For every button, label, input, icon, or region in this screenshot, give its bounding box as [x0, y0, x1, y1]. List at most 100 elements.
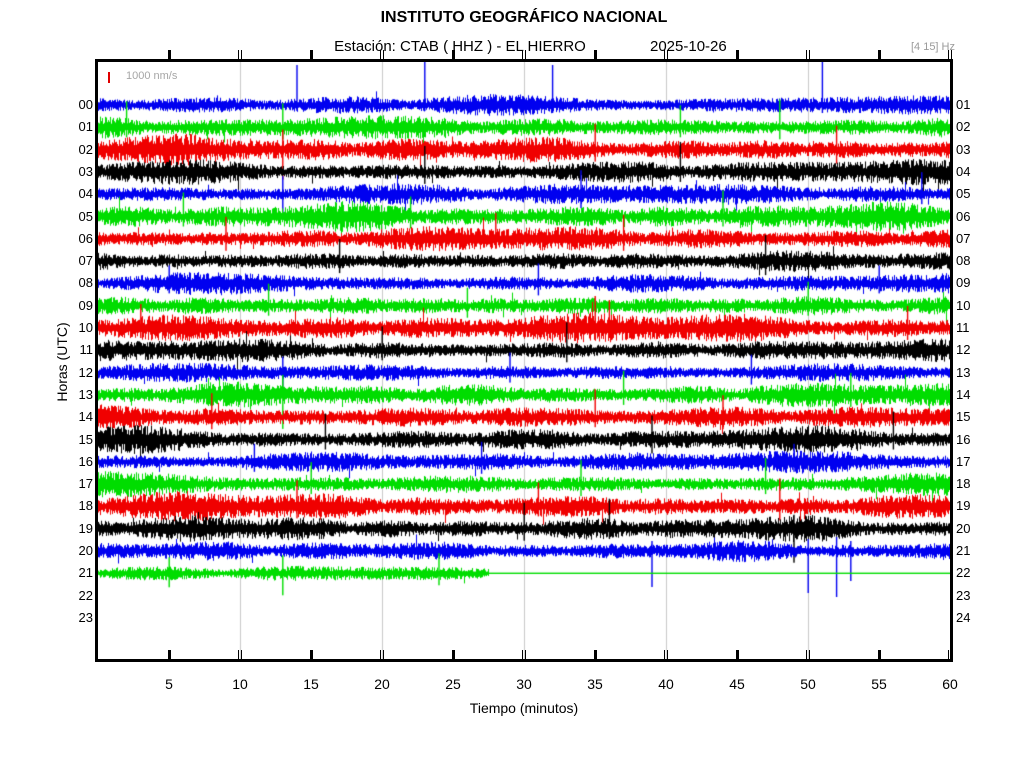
hour-label-right-14: 14 [956, 386, 971, 402]
axis-tick [951, 50, 952, 59]
x-axis-title: Tiempo (minutos) [469, 700, 579, 716]
amplitude-scale-label: 1000 nm/s [126, 70, 178, 82]
axis-tick [806, 650, 807, 659]
axis-tick [525, 50, 526, 59]
axis-tick [809, 50, 810, 59]
hour-label-left-20: 20 [78, 543, 93, 558]
axis-tick [948, 650, 949, 659]
hour-label-left-18: 18 [78, 498, 93, 514]
plot-frame [95, 59, 953, 662]
axis-tick [238, 50, 239, 59]
axis-tick [664, 50, 665, 59]
hour-label-right-03: 03 [956, 141, 971, 157]
x-tick-label-45: 45 [729, 676, 745, 692]
hour-label-right-15: 15 [956, 409, 971, 425]
filter-band-label: [4 15] Hz [910, 41, 955, 53]
hour-label-right-16: 16 [956, 431, 971, 447]
hour-label-left-16: 16 [78, 453, 93, 469]
hour-label-left-03: 03 [78, 163, 93, 179]
axis-tick [380, 650, 381, 659]
hour-label-left-17: 17 [78, 476, 93, 492]
axis-tick [735, 650, 739, 659]
hour-label-left-12: 12 [78, 364, 93, 380]
axis-tick [667, 650, 668, 659]
hour-label-right-23: 23 [956, 587, 971, 603]
axis-tick [380, 50, 381, 59]
axis-tick [809, 650, 810, 659]
hour-label-right-06: 06 [956, 208, 971, 224]
hour-label-left-05: 05 [78, 208, 93, 224]
amplitude-scale-bar [108, 72, 110, 83]
hour-label-right-22: 22 [956, 565, 971, 581]
axis-tick [522, 650, 523, 659]
axis-tick [593, 650, 597, 659]
axis-tick [451, 50, 455, 59]
hour-label-right-17: 17 [956, 453, 971, 469]
hour-label-left-09: 09 [78, 297, 93, 313]
hour-label-left-23: 23 [78, 609, 93, 625]
hour-label-left-07: 07 [78, 253, 93, 269]
hour-label-right-18: 18 [956, 476, 971, 492]
x-tick-label-55: 55 [871, 676, 887, 692]
hour-label-left-14: 14 [78, 409, 93, 425]
hour-label-left-11: 11 [79, 342, 94, 358]
page-title: INSTITUTO GEOGRÁFICO NACIONAL [380, 9, 668, 26]
hour-label-left-00: 00 [78, 97, 93, 112]
hour-label-left-13: 13 [78, 386, 93, 402]
axis-tick [451, 650, 455, 659]
hour-label-right-08: 08 [956, 253, 971, 269]
hour-label-right-13: 13 [956, 364, 971, 380]
x-tick-label-5: 5 [165, 676, 173, 692]
hour-label-left-19: 19 [78, 520, 93, 536]
axis-tick [806, 50, 807, 59]
x-tick-label-40: 40 [658, 676, 674, 692]
axis-tick [238, 650, 239, 659]
hour-label-left-22: 22 [78, 587, 93, 603]
x-tick-label-35: 35 [587, 676, 603, 692]
hour-label-right-05: 05 [956, 186, 971, 202]
axis-tick [383, 50, 384, 59]
axis-tick [877, 650, 881, 659]
x-tick-label-25: 25 [445, 676, 461, 692]
axis-tick [667, 50, 668, 59]
axis-tick [383, 650, 384, 659]
axis-tick [522, 50, 523, 59]
hour-label-right-12: 12 [956, 342, 971, 358]
hour-label-left-15: 15 [78, 431, 93, 447]
axis-tick [948, 50, 949, 59]
axis-tick [241, 50, 242, 59]
x-tick-label-10: 10 [232, 676, 248, 692]
hour-label-left-06: 06 [78, 230, 93, 246]
hour-label-right-24: 24 [956, 609, 971, 625]
axis-tick [309, 650, 313, 659]
axis-tick [593, 50, 597, 59]
hour-label-right-01: 01 [956, 97, 971, 112]
station-subtitle: Estación: CTAB ( HHZ ) - EL HIERRO [334, 38, 586, 55]
y-axis-title: Horas (UTC) [54, 322, 70, 402]
date-label: 2025-10-26 [650, 38, 727, 55]
hour-label-left-04: 04 [78, 186, 93, 202]
hour-label-right-10: 10 [956, 297, 971, 313]
hour-label-left-08: 08 [78, 275, 93, 291]
axis-tick [664, 650, 665, 659]
x-tick-label-50: 50 [800, 676, 816, 692]
axis-tick [951, 650, 952, 659]
axis-tick [309, 50, 313, 59]
x-tick-label-20: 20 [374, 676, 390, 692]
axis-tick [241, 650, 242, 659]
hour-label-left-01: 01 [78, 119, 93, 135]
hour-label-right-09: 09 [956, 275, 971, 291]
hour-label-right-11: 11 [956, 320, 970, 335]
axis-tick [735, 50, 739, 59]
hour-label-right-20: 20 [956, 520, 971, 536]
hour-label-right-02: 02 [956, 119, 971, 135]
x-tick-label-15: 15 [303, 676, 319, 692]
hour-label-left-21: 21 [78, 565, 93, 581]
hour-label-right-04: 04 [956, 163, 971, 179]
hour-label-left-02: 02 [78, 141, 93, 157]
hour-label-right-19: 19 [956, 498, 971, 514]
x-tick-label-60: 60 [942, 676, 958, 692]
x-tick-label-30: 30 [516, 676, 532, 692]
axis-tick [167, 50, 171, 59]
